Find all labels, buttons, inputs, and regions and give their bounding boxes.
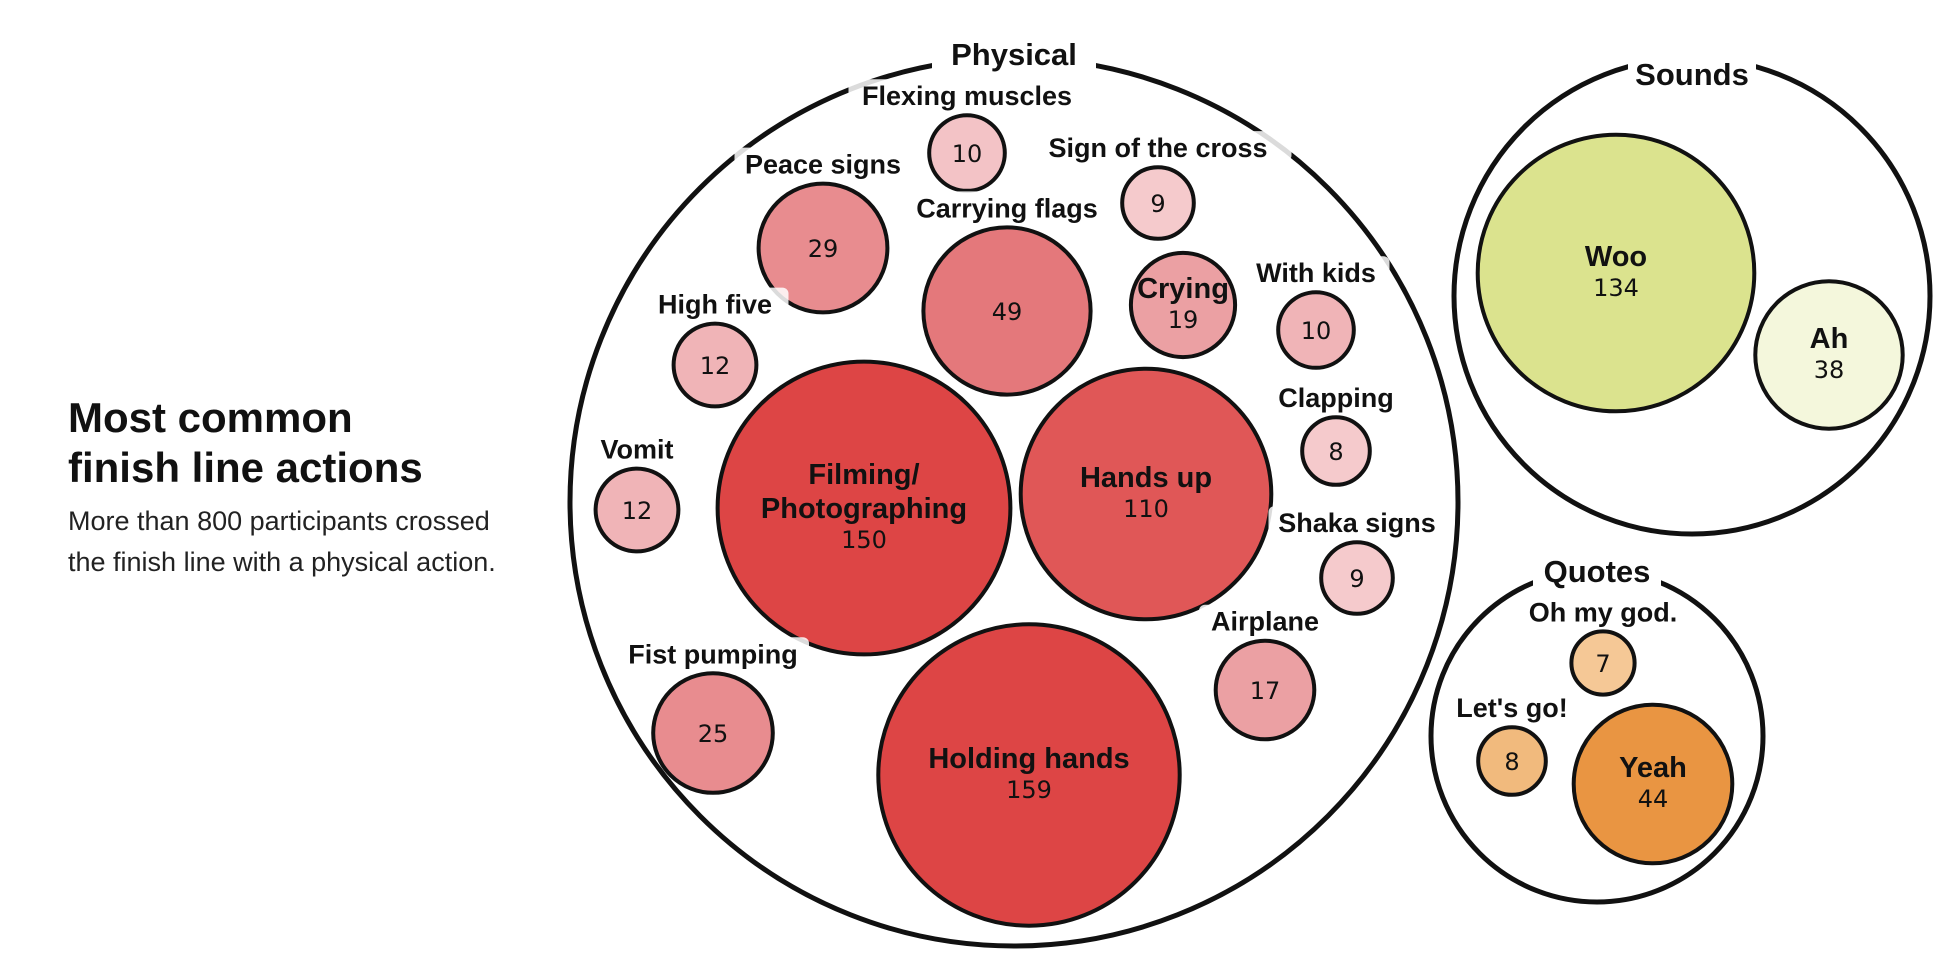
- bubble-value-yeah: 44: [1638, 785, 1669, 813]
- bubble-value-with-kids: 10: [1301, 317, 1332, 345]
- bubble-value-vomit: 12: [622, 497, 653, 525]
- bubble-label-vomit: Vomit: [601, 435, 674, 465]
- bubble-value-oh-my-god: 7: [1595, 650, 1610, 678]
- chart-header: Most common finish line actions More tha…: [68, 393, 568, 583]
- bubble-value-hands-up: 110: [1123, 495, 1169, 523]
- bubble-label-peace-signs: Peace signs: [745, 150, 901, 180]
- bubble-label-woo: Woo: [1585, 241, 1647, 273]
- bubble-with-kids: [1276, 290, 1356, 370]
- bubble-vomit: [593, 466, 681, 554]
- bubble-label-backing-clapping: [1270, 381, 1402, 412]
- bubble-woo: [1475, 132, 1757, 414]
- bubble-label-backing-fist-pumping: [617, 637, 809, 668]
- bubble-value-peace-signs: 29: [808, 235, 839, 263]
- bubble-label-yeah: Yeah: [1619, 752, 1687, 784]
- group-title-backing-quotes: [1533, 552, 1661, 590]
- bubble-label-backing-flexing-muscles: [848, 79, 1086, 110]
- chart-subtitle-line-1: More than 800 participants crossed: [68, 506, 490, 536]
- bubble-crying: [1128, 250, 1238, 360]
- bubble-label-high-five: High five: [658, 290, 772, 320]
- bubble-label-airplane: Airplane: [1211, 607, 1319, 637]
- bubble-label-backing-vomit: [593, 432, 681, 463]
- bubble-label-shaka-signs: Shaka signs: [1278, 508, 1436, 538]
- bubble-holding-hands: [876, 622, 1182, 928]
- bubble-value-clapping: 8: [1328, 438, 1343, 466]
- bubble-value-woo: 134: [1593, 274, 1639, 302]
- chart-title: Most common finish line actions: [68, 393, 568, 493]
- bubble-label-oh-my-god: Oh my god.: [1529, 597, 1678, 627]
- chart-subtitle-line-2: the finish line with a physical action.: [68, 547, 496, 577]
- bubble-label-carrying-flags: Carrying flags: [916, 193, 1098, 223]
- bubble-yeah: [1571, 702, 1735, 866]
- bubble-high-five: [671, 321, 759, 409]
- bubble-label-backing-high-five: [641, 287, 789, 318]
- bubble-label-backing-let-s-go: [1438, 691, 1586, 722]
- bubble-label-filming-photographing-line-2: Photographing: [761, 493, 967, 525]
- bubble-label-backing-with-kids: [1242, 256, 1390, 287]
- bubble-label-sign-of-the-cross: Sign of the cross: [1048, 133, 1267, 163]
- bubble-value-shaka-signs: 9: [1349, 565, 1364, 593]
- bubble-oh-my-god: [1569, 629, 1637, 697]
- bubble-value-crying: 19: [1168, 306, 1199, 334]
- bubble-label-with-kids: With kids: [1256, 258, 1376, 288]
- group-title-backing-physical: [932, 35, 1096, 73]
- bubble-shaka-signs: [1319, 540, 1395, 616]
- bubble-label-backing-airplane: [1199, 604, 1331, 635]
- group-title-backing-sounds: [1628, 55, 1756, 93]
- bubble-label-flexing-muscles: Flexing muscles: [862, 81, 1072, 111]
- bubble-label-backing-carrying-flags: [896, 191, 1118, 222]
- bubble-value-carrying-flags: 49: [992, 298, 1023, 326]
- bubble-let-s-go: [1476, 725, 1548, 797]
- bubble-airplane: [1213, 638, 1317, 742]
- bubble-label-filming-photographing-line-1: Filming/: [808, 459, 919, 491]
- bubble-value-high-five: 12: [700, 352, 731, 380]
- bubble-ah: [1753, 279, 1905, 431]
- bubble-peace-signs: [756, 181, 890, 315]
- chart-subtitle: More than 800 participants crossed the f…: [68, 501, 568, 583]
- bubble-label-ah: Ah: [1810, 323, 1849, 355]
- bubble-value-fist-pumping: 25: [698, 720, 729, 748]
- bubble-hands-up: [1018, 366, 1274, 622]
- bubble-value-let-s-go: 8: [1504, 748, 1519, 776]
- chart-title-line-1: Most common: [68, 394, 353, 441]
- bubble-fist-pumping: [651, 671, 775, 795]
- bubble-filming-photographing: [715, 359, 1013, 657]
- group-title-physical: Physical: [951, 37, 1077, 72]
- bubble-value-filming-photographing: 150: [841, 526, 887, 554]
- bubble-value-sign-of-the-cross: 9: [1150, 190, 1165, 218]
- bubble-label-backing-peace-signs: [734, 147, 912, 178]
- bubble-label-let-s-go: Let's go!: [1456, 693, 1567, 723]
- bubble-clapping: [1300, 415, 1372, 487]
- bubble-value-ah: 38: [1814, 356, 1845, 384]
- group-title-quotes: Quotes: [1544, 554, 1651, 589]
- bubble-label-fist-pumping: Fist pumping: [628, 639, 797, 669]
- bubble-label-hands-up: Hands up: [1080, 462, 1212, 494]
- bubble-flexing-muscles: [927, 113, 1007, 193]
- bubble-value-flexing-muscles: 10: [952, 140, 983, 168]
- bubble-label-holding-hands: Holding hands: [928, 743, 1129, 775]
- bubble-value-holding-hands: 159: [1006, 776, 1052, 804]
- bubble-sign-of-the-cross: [1120, 165, 1196, 241]
- bubble-label-backing-shaka-signs: [1268, 506, 1446, 537]
- bubble-value-airplane: 17: [1250, 677, 1281, 705]
- bubble-label-backing-oh-my-god: [1522, 595, 1684, 626]
- group-title-sounds: Sounds: [1635, 57, 1749, 92]
- bubble-label-backing-sign-of-the-cross: [1024, 131, 1292, 162]
- bubble-carrying-flags: [921, 225, 1093, 397]
- chart-title-line-2: finish line actions: [68, 444, 423, 491]
- bubble-label-clapping: Clapping: [1278, 383, 1394, 413]
- bubble-label-crying: Crying: [1137, 273, 1229, 305]
